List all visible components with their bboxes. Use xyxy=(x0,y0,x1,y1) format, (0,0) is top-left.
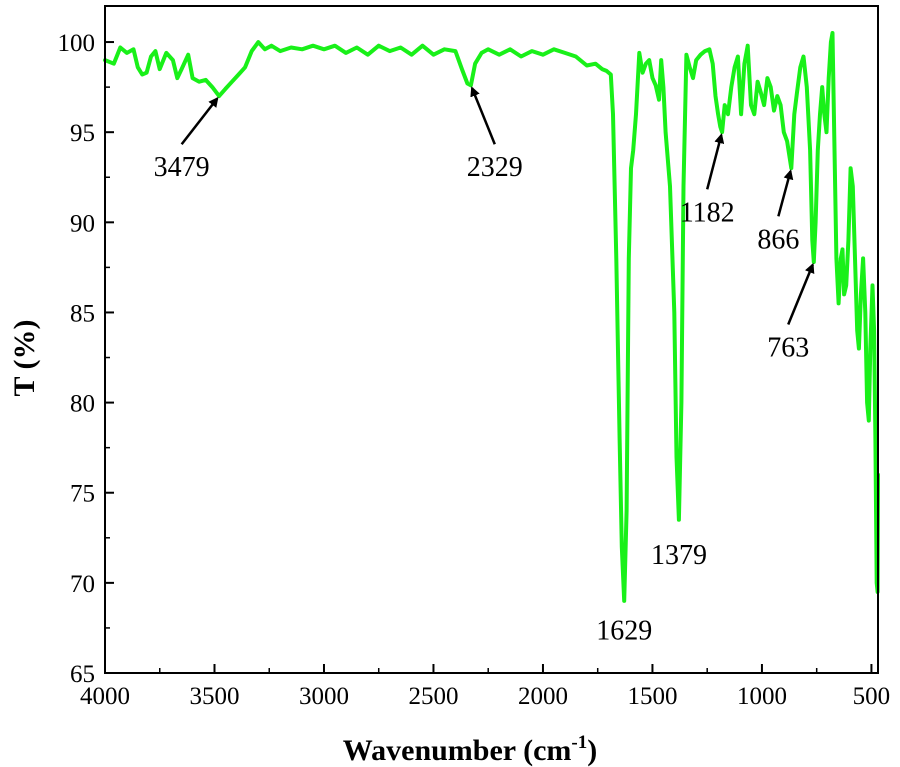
y-tick-label: 90 xyxy=(70,210,95,237)
x-tick-label: 2000 xyxy=(518,683,568,710)
y-tick-label: 85 xyxy=(70,300,95,327)
x-axis-title-close: ) xyxy=(587,734,597,767)
annotation-arrow xyxy=(470,86,496,145)
y-axis-title: T (%) xyxy=(8,320,41,397)
annotation-arrow xyxy=(180,96,219,146)
y-tick-label: 100 xyxy=(58,30,96,57)
x-tick-label: 1500 xyxy=(627,683,677,710)
annotations: 3479 2329 1182 866 763 1629 1379 xyxy=(154,86,815,647)
peak-label: 1182 xyxy=(680,197,735,228)
x-tick-label: 3000 xyxy=(299,683,349,710)
annotation-arrow xyxy=(777,169,794,217)
y-tick-label: 70 xyxy=(70,571,95,598)
x-tick-label: 4000 xyxy=(80,683,130,710)
peak-label: 2329 xyxy=(467,152,523,183)
peak-label: 763 xyxy=(767,333,809,364)
annotation-arrow xyxy=(705,133,725,190)
spectrum-line-0 xyxy=(103,31,880,603)
x-axis-title-sup: -1 xyxy=(571,732,587,753)
x-tick-label: 2500 xyxy=(408,683,458,710)
plot-area xyxy=(103,31,880,603)
x-axis-title-main: Wavenumber (cm xyxy=(343,734,572,767)
peak-label: 866 xyxy=(757,224,799,255)
annotation-arrow xyxy=(787,262,815,325)
axes-frame xyxy=(104,5,879,674)
peak-label: 1629 xyxy=(596,616,652,647)
axes: 4000 3500 3000 2500 2000 1500 1000 500 65 70 75 80 8… xyxy=(58,5,891,710)
y-tick-label: 80 xyxy=(70,391,95,418)
x-tick-label: 3500 xyxy=(189,683,239,710)
peak-label: 3479 xyxy=(154,152,210,183)
y-tick-label: 95 xyxy=(70,120,95,147)
y-tick-label: 75 xyxy=(70,481,95,508)
x-tick-label: 1000 xyxy=(737,683,787,710)
x-axis-title: Wavenumber (cm-1) xyxy=(343,732,597,767)
y-tick-label: 65 xyxy=(70,661,95,688)
peak-label: 1379 xyxy=(651,540,707,571)
x-tick-label: 500 xyxy=(853,683,891,710)
